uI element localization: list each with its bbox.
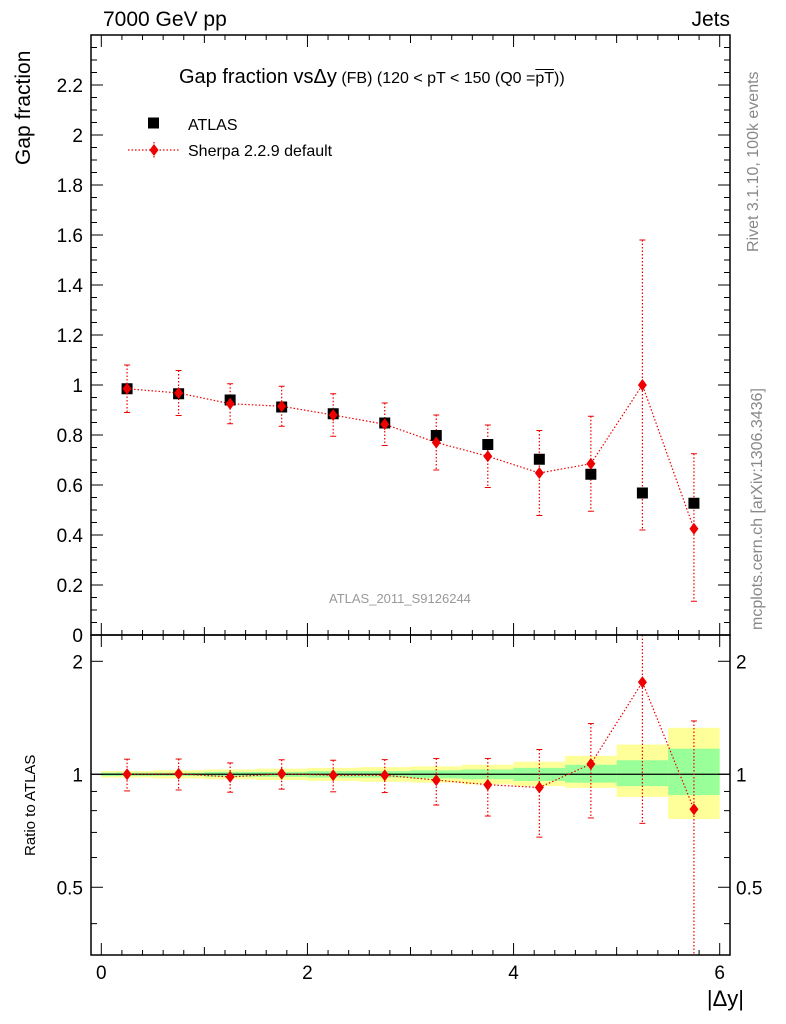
x-tick-label: 6 [714, 963, 725, 984]
rivet-label: Rivet 3.1.10, 100k events [745, 71, 762, 252]
ratio-point [380, 769, 390, 782]
header-left: 7000 GeV pp [103, 8, 227, 31]
chart-title-overline: pT [535, 70, 555, 87]
legend: ATLAS Sherpa 2.2.9 default [128, 117, 333, 160]
mc-line [127, 383, 695, 529]
y-axis-title-ratio: Ratio to ATLAS [22, 754, 39, 856]
mc-point [174, 387, 184, 399]
chart-title-rest: (FB) (120 < pT < 150 (Q0 = [336, 70, 536, 87]
mc-point [277, 400, 287, 413]
chart-title: Gap fraction vsΔy (FB) (120 < pT < 150 (… [179, 66, 565, 89]
ratio-point [174, 767, 184, 780]
mc-point [586, 457, 596, 470]
bottom-axis-ticks: 0 2 4 6 0.5 0.5 1 1 2 2 [57, 635, 762, 984]
y-tick-label-ratio-right: 1 [736, 765, 747, 786]
chart-title-main: Gap fraction vs [179, 66, 314, 88]
y-tick-label-ratio-right: 0.5 [736, 878, 762, 899]
y-tick-label-top: 2 [72, 126, 83, 147]
ratio-panel-frame [90, 634, 731, 956]
ratio-point [277, 767, 287, 780]
legend-atlas-label: ATLAS [188, 117, 238, 134]
uncertainty-bands [91, 727, 730, 820]
ratio-point [483, 778, 493, 791]
y-tick-label-top: 0.8 [57, 426, 83, 447]
mc-point [534, 467, 544, 479]
ratio-point [689, 803, 699, 816]
x-tick-label: 2 [302, 963, 313, 984]
y-tick-label-top: 1.8 [57, 176, 83, 197]
ratio-point [586, 758, 596, 771]
y-tick-label-top: 0 [72, 626, 83, 647]
data-point [533, 453, 545, 465]
mc-point [122, 382, 132, 395]
ratio-point [122, 768, 132, 781]
x-axis-title: |Δy| [706, 986, 744, 1011]
mc-point [483, 450, 493, 463]
data-point [482, 439, 494, 450]
chart-title-end: )) [554, 70, 565, 87]
mc-point [380, 418, 390, 431]
y-tick-label-ratio: 1 [72, 765, 83, 786]
mc-point [225, 397, 235, 410]
top-panel-marks [121, 239, 700, 602]
ratio-point [534, 781, 544, 794]
y-tick-label-top: 1.2 [57, 326, 83, 347]
ratio-point [431, 774, 441, 787]
mc-point [637, 379, 647, 391]
y-tick-label-top: 1.6 [57, 226, 83, 247]
top-panel-frame [90, 34, 731, 636]
y-tick-label-ratio-right: 2 [736, 652, 747, 673]
mcplots-label: mcplots.cern.ch [arXiv:1306.3436] [749, 388, 766, 630]
chart-title-delta: Δy [313, 66, 337, 88]
y-tick-label-top: 0.4 [57, 526, 84, 547]
mc-point [328, 409, 338, 421]
y-tick-label-ratio: 2 [72, 652, 83, 673]
y-tick-label-top: 0.6 [57, 476, 83, 497]
ratio-point [328, 769, 338, 782]
data-point [585, 468, 597, 480]
ratio-line [127, 680, 695, 810]
y-tick-label-top: 0.2 [57, 576, 83, 597]
y-axis-title-top: Gap fraction [12, 50, 35, 165]
mc-point [689, 522, 699, 535]
data-point [430, 430, 442, 441]
x-tick-label: 4 [508, 963, 519, 984]
legend-mc-marker [149, 144, 159, 156]
ratio-panel-marks [122, 635, 699, 955]
data-point [688, 497, 700, 509]
mc-point [431, 436, 441, 449]
ratio-point [637, 676, 647, 689]
y-tick-label-top: 2.2 [57, 76, 83, 97]
y-tick-label-top: 1 [72, 376, 83, 397]
data-point [636, 487, 648, 499]
legend-atlas-marker [148, 117, 159, 129]
watermark: ATLAS_2011_S9126244 [329, 591, 471, 606]
top-axis-ticks: 0 0.2 0.4 0.6 0.8 1 1.2 1.4 1.6 1.8 2 2.2 [57, 34, 730, 647]
header-right: Jets [691, 8, 730, 31]
legend-mc-label: Sherpa 2.2.9 default [188, 143, 333, 160]
x-tick-label: 0 [96, 963, 107, 984]
ratio-point [225, 770, 235, 783]
y-tick-label-top: 1.4 [57, 276, 84, 297]
y-tick-label-ratio: 0.5 [57, 878, 83, 899]
